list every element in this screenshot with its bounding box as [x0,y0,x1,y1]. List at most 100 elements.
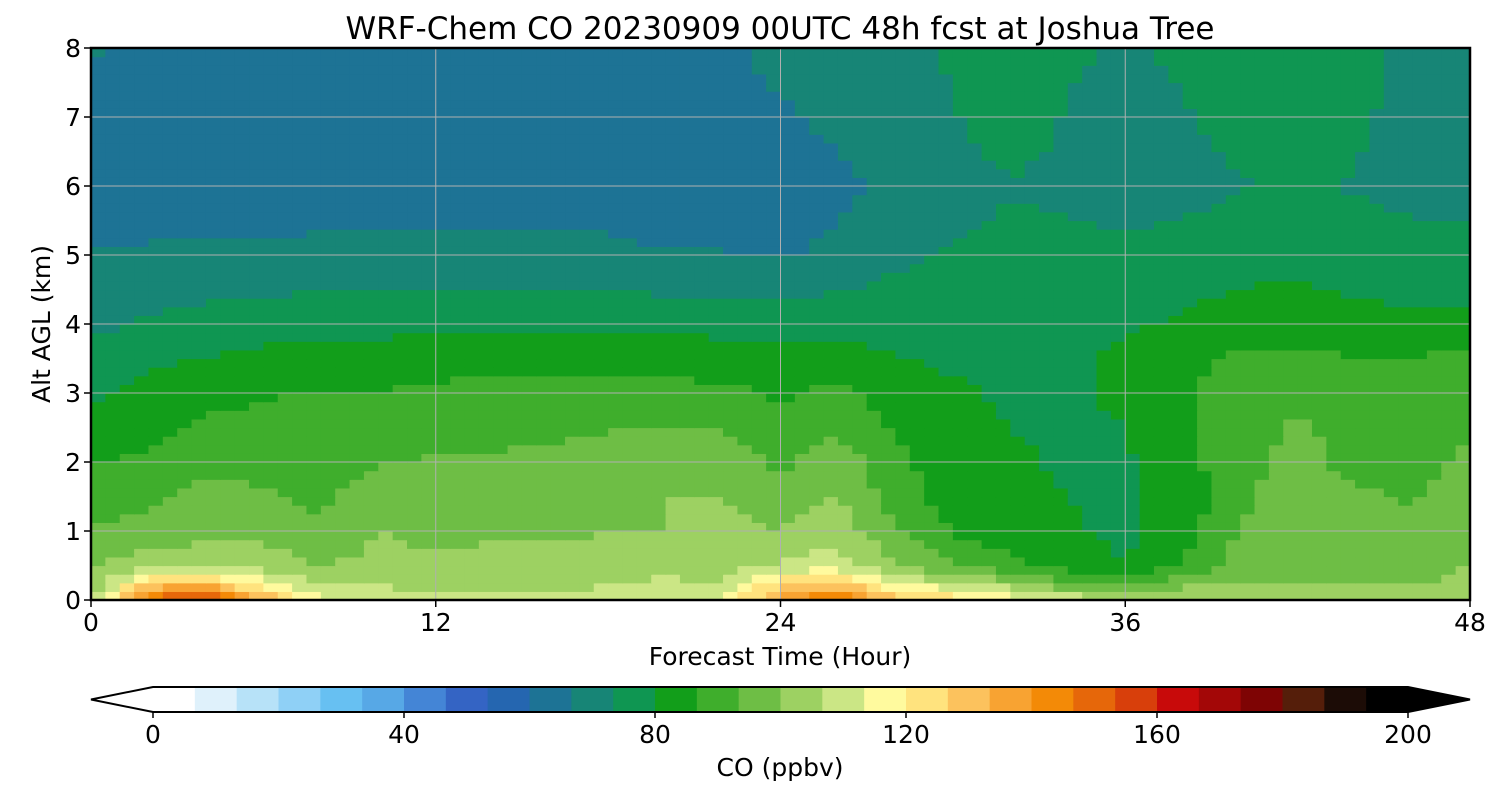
heatmap-cell [1268,341,1284,351]
heatmap-cell [1441,393,1457,403]
heatmap-cell [1010,462,1026,472]
heatmap-cell [392,453,408,463]
heatmap-cell [464,591,480,601]
heatmap-cell [1211,565,1227,575]
heatmap-cell [751,332,767,342]
heatmap-cell [493,246,509,256]
heatmap-cell [1369,444,1385,454]
heatmap-cell [579,151,595,161]
heatmap-cell [751,427,767,437]
heatmap-cell [1039,306,1055,316]
heatmap-cell [622,496,638,506]
heatmap-cell [608,539,624,549]
heatmap-cell [1455,324,1471,334]
heatmap-cell [435,539,451,549]
heatmap-cell [1211,513,1227,523]
heatmap-cell [1139,375,1155,385]
heatmap-cell [1082,160,1098,170]
heatmap-cell [421,315,437,325]
heatmap-cell [493,375,509,385]
heatmap-cell [636,289,652,299]
heatmap-cell [952,289,968,299]
heatmap-cell [478,574,494,584]
heatmap-cell [205,203,221,213]
heatmap-cell [148,565,164,575]
heatmap-cell [967,160,983,170]
heatmap-cell [306,401,322,411]
heatmap-cell [249,531,264,541]
heatmap-cell [593,453,609,463]
heatmap-cell [651,574,667,584]
heatmap-cell [1067,306,1083,316]
heatmap-cell [651,522,667,532]
heatmap-cell [105,479,121,489]
heatmap-cell [694,298,710,308]
heatmap-cell [1139,367,1155,377]
heatmap-cell [636,505,652,515]
heatmap-cell [952,375,968,385]
heatmap-cell [679,229,695,239]
heatmap-cell [1096,211,1112,222]
heatmap-cell [392,375,408,385]
heatmap-cell [1254,462,1270,472]
heatmap-cell [924,462,940,472]
heatmap-cell [320,306,336,316]
heatmap-cell [1110,263,1126,273]
heatmap-cell [1225,358,1241,368]
heatmap-cell [1254,556,1270,567]
heatmap-cell [766,496,782,506]
heatmap-cell [938,513,954,523]
heatmap-cell [579,272,595,282]
heatmap-cell [665,324,681,334]
heatmap-cell [1340,548,1356,558]
heatmap-cell [1039,237,1055,247]
heatmap-cell [766,229,782,239]
heatmap-cell [105,410,121,420]
heatmap-cell [751,255,767,265]
heatmap-cell [1455,418,1471,429]
heatmap-cell [1225,505,1241,515]
heatmap-cell [967,436,983,446]
heatmap-cell [421,479,437,489]
heatmap-cell [809,177,825,187]
heatmap-cell [478,280,494,291]
heatmap-cell [708,531,724,541]
heatmap-cell [536,229,552,239]
heatmap-cell [924,315,940,325]
heatmap-cell [335,470,351,480]
heatmap-cell [205,470,221,480]
heatmap-cell [1268,531,1284,541]
heatmap-cell [995,324,1011,334]
heatmap-cell [1168,375,1184,385]
heatmap-cell [1283,341,1299,351]
heatmap-cell [579,470,595,480]
heatmap-cell [1426,237,1442,247]
heatmap-cell [1398,237,1414,247]
heatmap-cell [1110,401,1126,411]
heatmap-cell [1355,565,1371,575]
heatmap-cell [292,531,308,541]
heatmap-cell [105,453,121,463]
heatmap-cell [320,522,336,532]
heatmap-cell [378,229,394,239]
heatmap-cell [91,496,106,506]
heatmap-cell [292,375,308,385]
heatmap-cell [694,410,710,420]
heatmap-cell [493,315,509,325]
heatmap-cell [507,315,523,325]
heatmap-cell [392,393,408,403]
heatmap-cell [1039,582,1055,592]
heatmap-cell [967,487,983,498]
heatmap-cell [1398,522,1414,532]
heatmap-cell [349,229,365,239]
heatmap-cell [1254,574,1270,584]
heatmap-cell [636,470,652,480]
heatmap-cell [866,324,882,334]
heatmap-cell [1067,401,1083,411]
heatmap-cell [1268,462,1284,472]
heatmap-cell [924,384,940,394]
heatmap-cell [1426,324,1442,334]
heatmap-cell [823,591,839,601]
heatmap-cell [1369,203,1385,213]
heatmap-cell [1168,315,1184,325]
